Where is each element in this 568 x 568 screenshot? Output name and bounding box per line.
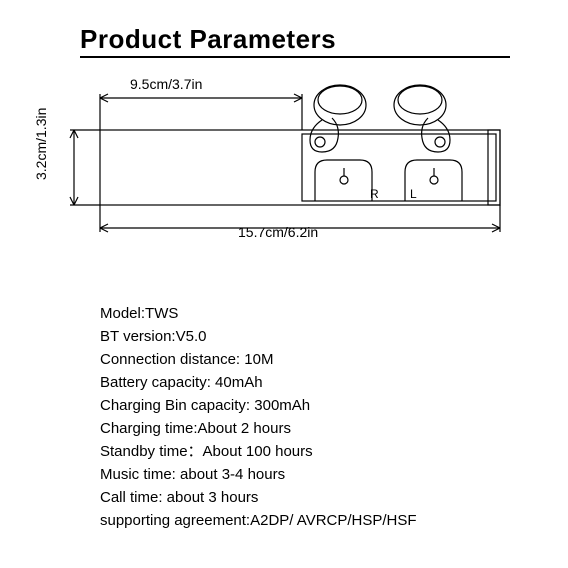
spec-row: Charging time:About 2 hours [100, 417, 417, 440]
spec-label: Standby time： [100, 443, 203, 460]
spec-value: V5.0 [176, 328, 207, 345]
spec-label: Connection distance: [100, 351, 240, 368]
spec-label: BT version: [100, 328, 176, 345]
dim-width-total: 15.7cm/6.2in [238, 224, 318, 240]
spec-row: Music time: about 3-4 hours [100, 463, 417, 486]
spec-value: About 2 hours [198, 420, 291, 437]
spec-value: A2DP/ AVRCP/HSP/HSF [250, 512, 416, 529]
spec-label: Charging Bin capacity: [100, 397, 250, 414]
earbud-label-l: L [410, 187, 417, 201]
page: Product Parameters [0, 0, 568, 568]
spec-row: Standby time：About 100 hours [100, 440, 417, 463]
spec-value: About 100 hours [203, 443, 313, 460]
spec-row: Battery capacity: 40mAh [100, 371, 417, 394]
spec-row: Model:TWS [100, 302, 417, 325]
spec-label: Charging time: [100, 420, 198, 437]
spec-value: 300mAh [250, 397, 310, 414]
page-title: Product Parameters [80, 24, 336, 55]
earbud-label-r: R [370, 187, 379, 201]
diagram-svg: R L [60, 60, 520, 240]
dim-height: 3.2cm/1.3in [33, 108, 49, 180]
spec-row: BT version:V5.0 [100, 325, 417, 348]
spec-row: Connection distance: 10M [100, 348, 417, 371]
spec-label: Model: [100, 305, 145, 322]
spec-value: 40mAh [211, 374, 263, 391]
spec-label: Music time: [100, 466, 176, 483]
spec-value: TWS [145, 305, 178, 322]
spec-row: Charging Bin capacity: 300mAh [100, 394, 417, 417]
spec-label: Battery capacity: [100, 374, 211, 391]
product-diagram: R L [60, 60, 520, 240]
spec-value: about 3-4 hours [176, 466, 285, 483]
spec-value: about 3 hours [163, 489, 259, 506]
spec-value: 10M [240, 351, 273, 368]
spec-label: Call time: [100, 489, 163, 506]
dim-width-partial: 9.5cm/3.7in [130, 76, 202, 92]
spec-row: Call time: about 3 hours [100, 486, 417, 509]
spec-label: supporting agreement: [100, 512, 250, 529]
spec-row: supporting agreement:A2DP/ AVRCP/HSP/HSF [100, 509, 417, 532]
specs-list: Model:TWS BT version:V5.0 Connection dis… [100, 302, 417, 532]
title-underline [80, 56, 510, 58]
